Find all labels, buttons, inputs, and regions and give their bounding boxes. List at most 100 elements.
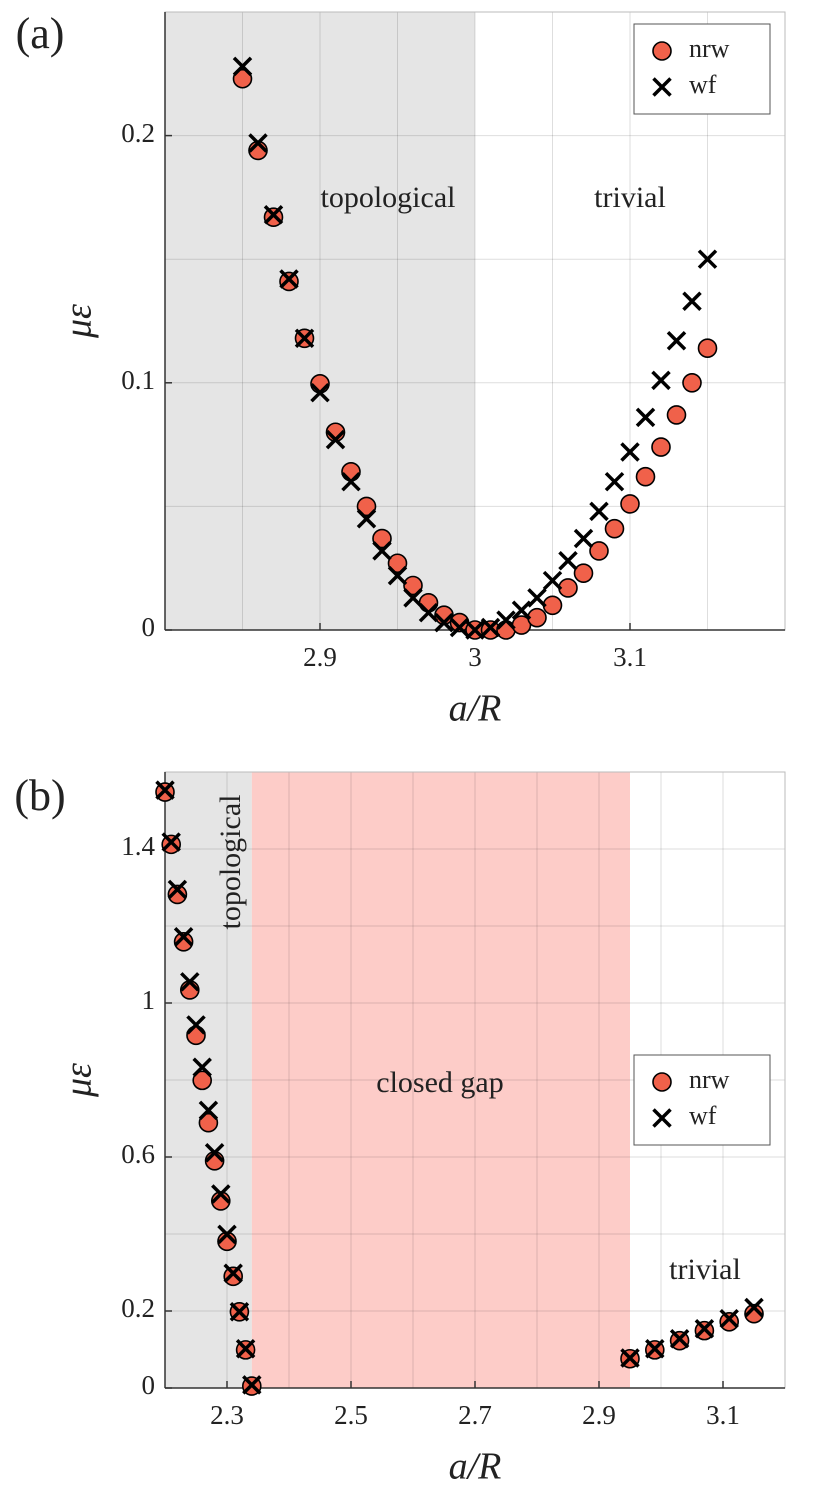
cross-marker	[418, 602, 439, 623]
y-tick-label: 0.2	[121, 118, 155, 148]
cross-marker	[372, 541, 392, 561]
circle-marker	[652, 41, 672, 61]
circle-marker	[403, 575, 423, 596]
y-axis-label: με	[58, 1063, 100, 1098]
cross-marker	[697, 249, 718, 269]
cross-marker	[310, 382, 330, 403]
cross-marker	[204, 1143, 225, 1163]
cross-marker	[604, 471, 625, 492]
x-tick-label: 3.1	[613, 642, 647, 672]
cross-marker	[356, 509, 377, 529]
cross-marker	[161, 832, 181, 852]
cross-marker	[235, 1338, 256, 1359]
y-tick-label: 0.1	[121, 365, 155, 395]
x-tick-label: 2.5	[334, 1400, 368, 1430]
y-axis-label: με	[58, 304, 100, 339]
y-tick-label: 0	[142, 1370, 156, 1400]
cross-marker	[173, 927, 194, 947]
cross-marker	[279, 269, 299, 289]
annotation: trivial	[669, 1253, 741, 1286]
circle-marker	[310, 373, 330, 394]
circle-marker	[620, 494, 640, 514]
cross-marker	[669, 1328, 690, 1349]
cross-marker	[666, 331, 687, 351]
circle-marker	[223, 1266, 243, 1287]
annotation: trivial	[594, 181, 666, 214]
cross-marker	[449, 617, 470, 638]
circle-marker	[719, 1311, 740, 1332]
legend-label: wf	[689, 1101, 717, 1130]
cross-marker	[223, 1263, 243, 1284]
circle-marker	[192, 1070, 212, 1091]
legend-box	[633, 23, 771, 115]
circle-marker	[173, 931, 194, 952]
region	[251, 772, 631, 1388]
panel: 2.9 3 3.1 0 0.1 0.2 a/R με (a) topological trivial…	[16, 9, 786, 730]
x-tick-label: 3	[468, 642, 482, 672]
y-tick-label: 0	[142, 612, 156, 642]
circle-marker	[232, 68, 253, 89]
cross-marker	[232, 56, 253, 77]
circle-marker	[682, 372, 702, 393]
circle-marker	[341, 461, 361, 482]
legend-label: wf	[689, 70, 717, 99]
x-axis-label: a/R	[449, 688, 502, 730]
circle-marker	[573, 563, 594, 583]
cross-marker	[694, 1318, 715, 1339]
cross-marker	[589, 501, 609, 522]
cross-marker	[527, 588, 547, 608]
cross-marker	[652, 77, 672, 97]
circle-marker	[198, 1112, 219, 1133]
cross-marker	[652, 1108, 672, 1128]
y-tick-label: 0.2	[121, 1293, 155, 1323]
legend-box	[633, 1054, 771, 1146]
x-tick-label: 3.1	[706, 1400, 740, 1430]
annotation: topological	[321, 181, 456, 214]
cross-marker	[511, 600, 532, 620]
circle-marker	[635, 466, 656, 487]
cross-marker	[186, 1015, 206, 1035]
y-tick-label: 1	[142, 985, 156, 1015]
cross-marker	[325, 429, 346, 450]
circle-marker	[651, 437, 671, 457]
x-tick-label: 2.3	[210, 1400, 244, 1430]
cross-marker	[620, 442, 640, 462]
x-tick-label: 2.7	[458, 1400, 492, 1430]
circle-marker	[356, 496, 377, 517]
x-tick-label: 2.9	[582, 1400, 616, 1430]
circle-marker	[167, 884, 188, 905]
legend: nrw wf	[633, 1054, 771, 1146]
cross-marker	[465, 620, 485, 640]
cross-marker	[682, 291, 702, 311]
cross-marker	[217, 1224, 237, 1245]
circle-marker	[387, 553, 408, 574]
annotation: closed gap	[376, 1066, 503, 1099]
panel: 2.3 2.5 2.7 2.9 3.1 0 0.2 0.6 1 1.4 a/R με (b) topolo…	[14, 771, 786, 1488]
x-axis-label: a/R	[449, 1446, 502, 1488]
cross-marker	[480, 617, 501, 638]
cross-marker	[211, 1184, 231, 1204]
cross-marker	[229, 1302, 250, 1322]
cross-marker	[155, 780, 175, 800]
cross-marker	[434, 612, 454, 633]
cross-marker	[180, 972, 200, 992]
cross-marker	[248, 133, 268, 153]
circle-marker	[604, 518, 625, 539]
cross-marker	[558, 551, 578, 571]
region	[165, 12, 475, 630]
cross-marker	[263, 204, 284, 225]
circle-marker	[652, 1072, 672, 1092]
cross-marker	[198, 1100, 219, 1121]
cross-marker	[645, 1338, 665, 1359]
circle-marker	[744, 1303, 764, 1324]
y-tick-label: 1.4	[121, 831, 155, 861]
annotation: topological	[214, 795, 247, 930]
legend-label: nrw	[689, 1065, 730, 1094]
cross-marker	[542, 570, 563, 591]
circle-marker	[372, 528, 392, 549]
cross-marker	[192, 1057, 212, 1078]
legend-label: nrw	[689, 34, 730, 63]
cross-marker	[719, 1308, 739, 1329]
panel-label: (b)	[14, 771, 65, 820]
